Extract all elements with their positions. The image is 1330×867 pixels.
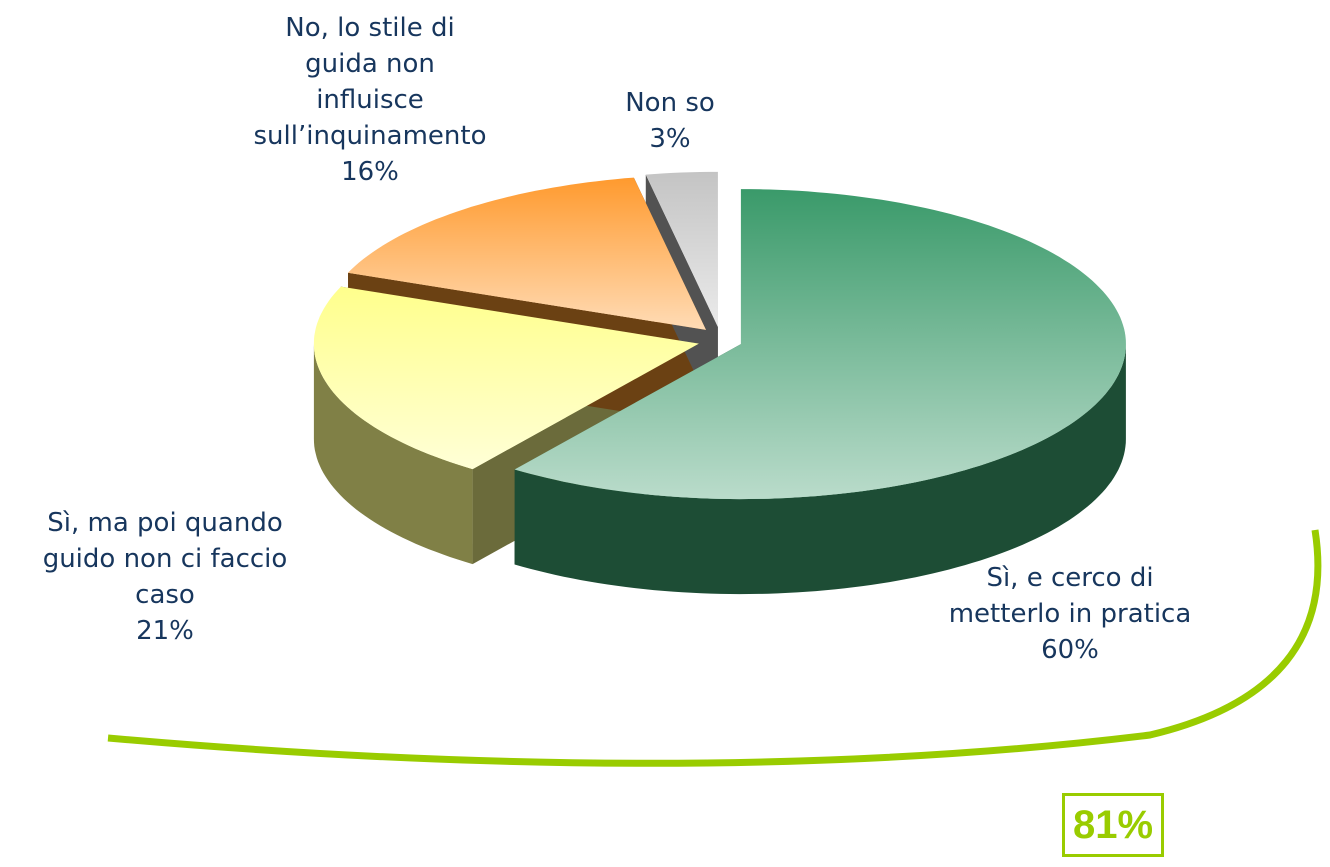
slice-label: Sì, e cerco di metterlo in pratica 60%	[910, 560, 1230, 668]
slice-name: Non so	[625, 88, 715, 118]
slice-label: Non so 3%	[510, 85, 830, 157]
slice-walls	[313, 343, 1126, 595]
slice-name: No, lo stile di guida non influisce sull…	[253, 13, 487, 151]
bracket-curve	[107, 529, 1322, 767]
slice-shine	[645, 171, 718, 327]
pie	[313, 171, 1126, 595]
slice-shine	[313, 286, 699, 470]
slice-label: Sì, ma poi quando guido non ci faccio ca…	[0, 505, 330, 649]
annotation: 81%	[1062, 793, 1164, 857]
slice-value: 3%	[649, 124, 691, 154]
slice-tops	[313, 171, 1126, 500]
slice-name: Sì, ma poi quando guido non ci faccio ca…	[42, 508, 288, 610]
slice-wall	[514, 344, 1126, 595]
slice-shine	[514, 189, 1126, 500]
slice-label: No, lo stile di guida non influisce sull…	[210, 10, 530, 190]
slice-value: 16%	[341, 157, 399, 187]
slice-name: Sì, e cerco di metterlo in pratica	[948, 563, 1192, 629]
slice-shine	[348, 177, 706, 330]
slice-wall	[313, 343, 473, 565]
slice-value: 21%	[136, 616, 194, 646]
slice-value: 60%	[1041, 635, 1099, 665]
